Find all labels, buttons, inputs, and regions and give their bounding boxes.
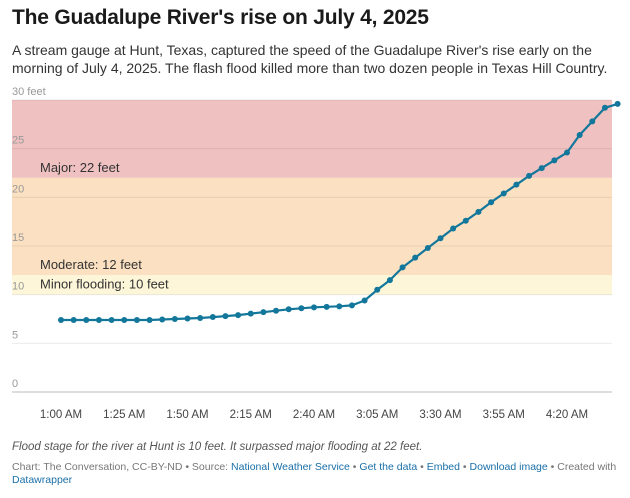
y-tick-label: 10 [12,281,24,293]
flood-band [12,177,612,276]
data-point [197,315,204,322]
data-point [601,104,608,111]
band-labels: Major: 22 feet Moderate: 12 feet Minor flo… [40,160,169,292]
data-point [412,254,419,261]
data-point [538,165,545,172]
data-point [526,172,533,179]
chart-subtitle: A stream gauge at Hunt, Texas, captured … [12,42,608,76]
footer-sep: • [417,461,427,473]
data-point [361,297,368,304]
data-point [95,316,102,323]
data-point [399,264,406,271]
flood-band [12,100,612,178]
x-tick-label: 3:55 AM [483,409,525,421]
x-tick-label: 1:50 AM [166,409,208,421]
data-point [209,314,216,321]
x-tick-label: 2:40 AM [293,409,335,421]
y-tick-label: 20 [12,183,24,195]
band-label: Minor flooding: 10 feet [40,277,169,292]
source-link[interactable]: National Weather Service [231,461,350,473]
y-tick-label: 0 [12,378,18,390]
created-with-text: • Created with [547,461,617,473]
footer-sep: • [349,461,360,473]
data-point [614,100,621,107]
data-point [551,157,558,164]
chart-note: Flood stage for the river at Hunt is 10 … [12,441,423,453]
get-data-link[interactable]: Get the data [359,461,418,473]
data-point [488,199,495,206]
x-tick-label: 3:30 AM [419,409,461,421]
data-point [171,316,178,322]
data-point [83,316,90,323]
data-point [564,149,570,156]
band-label: Major: 22 feet [40,160,120,175]
data-point [58,316,64,323]
data-point [500,190,507,197]
chart-title: The Guadalupe River's rise on July 4, 20… [12,6,429,29]
river-level-points [58,100,621,323]
y-tick-label: 5 [12,329,18,341]
data-point [513,181,520,188]
data-point [235,312,242,319]
y-tick-label: 25 [12,135,24,147]
line-chart: 0 5 10 15 20 25 30 feet Major: 22 feet Moderate… [12,86,621,421]
data-point [450,225,457,232]
x-tick-label: 1:25 AM [103,409,145,421]
y-tick-label: 15 [12,232,24,244]
chart-footer: Chart: The Conversation, CC-BY-ND • Sour… [12,461,618,487]
data-point [133,316,140,323]
data-point [374,286,381,293]
credit-text: Chart: The Conversation, CC-BY-ND • Sour… [12,461,232,473]
flood-bands [12,100,612,295]
data-point [437,235,444,242]
data-point [462,217,469,224]
data-point [336,303,343,310]
data-point [348,302,355,309]
data-point [222,313,229,320]
data-point [576,132,583,139]
flood-band [12,275,612,295]
x-tick-label: 2:15 AM [230,409,272,421]
datawrapper-link[interactable]: Datawrapper [12,474,73,486]
y-axis-ticks: 0 5 10 15 20 25 30 feet [12,86,46,390]
x-tick-label: 3:05 AM [356,409,398,421]
x-tick-label: 1:00 AM [40,409,82,421]
data-point [273,307,280,314]
data-point [121,316,128,323]
data-point [159,316,166,323]
embed-link[interactable]: Embed [426,461,460,473]
data-point [323,303,330,310]
footer-sep: • [460,461,470,473]
data-point [589,118,596,125]
data-point [285,306,292,313]
data-point [424,244,431,251]
x-axis-ticks: 1:00 AM 1:25 AM 1:50 AM 2:15 AM 2:40 AM 3:05 … [40,409,588,421]
data-point [70,316,77,323]
data-point [386,277,393,284]
data-point [247,310,254,317]
data-point [311,304,317,311]
y-gridlines [12,99,612,393]
data-point [184,315,191,322]
data-point [146,316,153,323]
download-image-link[interactable]: Download image [469,461,548,473]
data-point [108,316,115,323]
data-point [260,309,267,316]
data-point [298,305,305,312]
y-tick-label: 30 feet [12,86,46,98]
band-label: Moderate: 12 feet [40,257,142,272]
data-point [475,208,482,215]
x-tick-label: 4:20 AM [546,409,588,421]
